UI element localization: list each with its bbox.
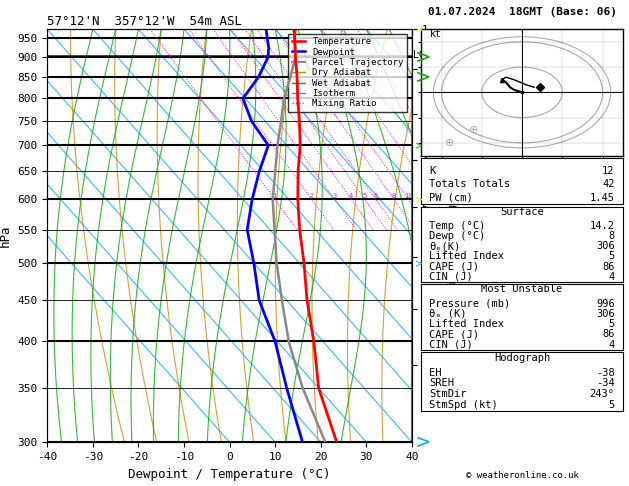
Text: Mixing Ratio (g/kg): Mixing Ratio (g/kg) <box>448 180 459 292</box>
Text: 3: 3 <box>332 193 337 199</box>
Text: Hodograph: Hodograph <box>494 353 550 363</box>
Text: >: > <box>415 48 431 67</box>
Text: >: > <box>415 194 423 204</box>
Text: © weatheronline.co.uk: © weatheronline.co.uk <box>465 471 579 480</box>
Text: 243°: 243° <box>589 389 615 399</box>
Text: -34: -34 <box>596 379 615 388</box>
Text: Dewp (°C): Dewp (°C) <box>430 231 486 241</box>
Text: 8: 8 <box>392 193 396 199</box>
Text: >: > <box>415 258 423 268</box>
Text: 4: 4 <box>349 193 353 199</box>
Text: 4: 4 <box>608 272 615 282</box>
Text: 4: 4 <box>608 340 615 350</box>
Text: 12: 12 <box>602 166 615 176</box>
Text: 2: 2 <box>309 193 314 199</box>
Text: 996: 996 <box>596 298 615 309</box>
X-axis label: Dewpoint / Temperature (°C): Dewpoint / Temperature (°C) <box>128 468 331 481</box>
Text: ⊕: ⊕ <box>469 125 479 135</box>
Text: 5: 5 <box>362 193 367 199</box>
Text: >: > <box>415 68 431 87</box>
Text: 1.45: 1.45 <box>589 192 615 203</box>
Text: 5: 5 <box>608 319 615 329</box>
Text: Pressure (mb): Pressure (mb) <box>430 298 511 309</box>
Text: PW (cm): PW (cm) <box>430 192 473 203</box>
Text: 5: 5 <box>608 251 615 261</box>
Text: 14.2: 14.2 <box>589 221 615 231</box>
Text: 01.07.2024  18GMT (Base: 06): 01.07.2024 18GMT (Base: 06) <box>428 7 616 17</box>
Text: StmDir: StmDir <box>430 389 467 399</box>
Text: CIN (J): CIN (J) <box>430 272 473 282</box>
Text: 8: 8 <box>608 231 615 241</box>
Text: 6: 6 <box>374 193 378 199</box>
Text: 57°12'N  357°12'W  54m ASL: 57°12'N 357°12'W 54m ASL <box>47 15 242 28</box>
Text: 5: 5 <box>608 400 615 410</box>
Y-axis label: km
ASL: km ASL <box>443 236 464 257</box>
Text: >: > <box>415 24 423 34</box>
Text: CIN (J): CIN (J) <box>430 340 473 350</box>
Text: kt: kt <box>430 29 441 39</box>
Text: StmSpd (kt): StmSpd (kt) <box>430 400 498 410</box>
Text: CAPE (J): CAPE (J) <box>430 261 479 272</box>
Text: Totals Totals: Totals Totals <box>430 179 511 190</box>
Text: ⊕: ⊕ <box>445 138 454 148</box>
Text: 86: 86 <box>602 330 615 340</box>
Text: CAPE (J): CAPE (J) <box>430 330 479 340</box>
Text: 1: 1 <box>272 193 277 199</box>
Text: LCL: LCL <box>413 50 431 60</box>
Legend: Temperature, Dewpoint, Parcel Trajectory, Dry Adiabat, Wet Adiabat, Isotherm, Mi: Temperature, Dewpoint, Parcel Trajectory… <box>288 34 408 112</box>
Text: SREH: SREH <box>430 379 455 388</box>
Text: -38: -38 <box>596 367 615 378</box>
Text: θₑ (K): θₑ (K) <box>430 309 467 319</box>
Text: >: > <box>415 433 431 452</box>
Text: 42: 42 <box>602 179 615 190</box>
Text: 10: 10 <box>404 193 413 199</box>
Text: 306: 306 <box>596 309 615 319</box>
Text: θₑ(K): θₑ(K) <box>430 241 460 251</box>
Text: 86: 86 <box>602 261 615 272</box>
Y-axis label: hPa: hPa <box>0 225 12 247</box>
Text: Lifted Index: Lifted Index <box>430 251 504 261</box>
Text: EH: EH <box>430 367 442 378</box>
Text: Lifted Index: Lifted Index <box>430 319 504 329</box>
Text: K: K <box>430 166 436 176</box>
Text: Most Unstable: Most Unstable <box>481 284 563 295</box>
Text: Temp (°C): Temp (°C) <box>430 221 486 231</box>
Text: 306: 306 <box>596 241 615 251</box>
Text: Surface: Surface <box>500 207 544 217</box>
Text: >: > <box>415 140 423 150</box>
